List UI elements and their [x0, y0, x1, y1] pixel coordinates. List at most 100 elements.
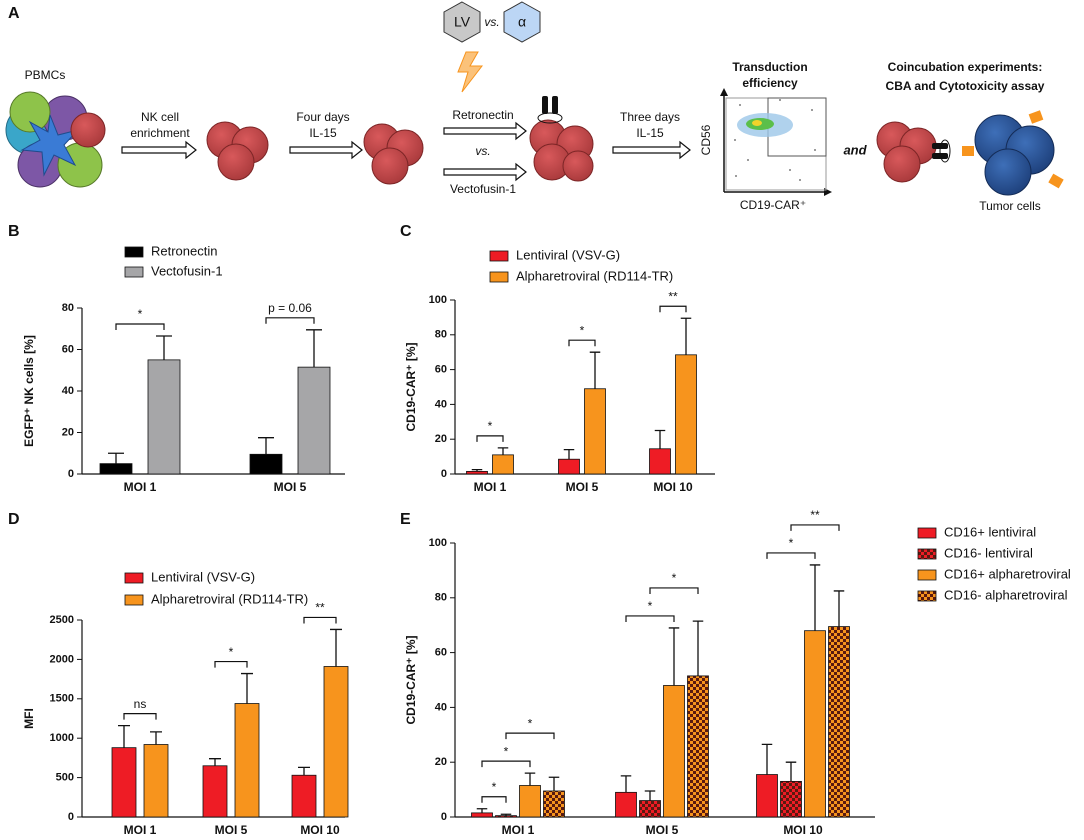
- legend-swatch: [124, 572, 144, 584]
- legend-label: Vectofusin-1: [151, 263, 223, 278]
- legend-label: Retronectin: [151, 243, 217, 258]
- flow-plot: [720, 88, 832, 196]
- significance-label: *: [492, 780, 497, 794]
- flow-dot: [779, 99, 781, 101]
- y-tick-label: 500: [56, 772, 74, 784]
- y-axis-label: CD19-CAR⁺ [%]: [404, 635, 418, 724]
- panel-letter: B: [8, 223, 20, 240]
- legend-swatch: [489, 271, 509, 283]
- significance-bracket: [115, 323, 165, 331]
- bar: [143, 744, 169, 818]
- error-bar: [241, 672, 253, 704]
- legend-swatch: [917, 590, 937, 602]
- vector-hexagons: [443, 1, 541, 93]
- legend-label: Alpharetroviral (RD114-TR): [516, 268, 673, 283]
- y-tick-label: 100: [429, 294, 447, 306]
- error-bar: [150, 731, 162, 745]
- error-bar: [692, 620, 704, 676]
- error-bar: [524, 772, 536, 786]
- panel-letter: E: [400, 511, 411, 528]
- y-tick-label: 0: [441, 811, 447, 823]
- bar: [99, 463, 133, 475]
- significance-label: **: [810, 508, 820, 522]
- significance-bracket: [481, 760, 531, 768]
- pbmc-label: PBMCs: [25, 68, 66, 82]
- error-bar: [330, 628, 342, 667]
- significance-bracket: [625, 615, 675, 622]
- bar: [495, 815, 517, 818]
- error-bar: [680, 317, 692, 355]
- error-bar: [761, 743, 773, 775]
- flow-dot: [814, 149, 816, 151]
- y-tick-label: 20: [62, 426, 74, 438]
- x-tick-label: MOI 5: [274, 480, 307, 494]
- significance-bracket: [303, 616, 337, 624]
- error-bar: [668, 627, 680, 686]
- y-tick-label: 60: [435, 364, 447, 376]
- significance-label: p = 0.06: [268, 301, 312, 315]
- coincubation-title: CBA and Cytotoxicity assay: [886, 79, 1045, 93]
- error-bar: [471, 469, 483, 472]
- flow-axis-label: CD56: [699, 124, 713, 155]
- significance-bracket: [476, 435, 504, 442]
- error-bar: [654, 429, 666, 449]
- error-bar: [644, 790, 656, 801]
- step-label: Vectofusin-1: [450, 182, 516, 196]
- error-bar: [298, 766, 310, 776]
- x-tick-label: MOI 10: [783, 823, 823, 837]
- legend-swatch: [124, 594, 144, 606]
- bar: [297, 366, 331, 475]
- error-bar: [785, 761, 797, 782]
- vs-label: vs.: [475, 144, 490, 158]
- y-axis-label: CD19-CAR⁺ [%]: [404, 342, 418, 431]
- significance-bracket: [790, 524, 840, 531]
- y-tick-label: 40: [62, 385, 74, 397]
- y-tick-label: 40: [435, 701, 447, 713]
- legend-label: Lentiviral (VSV-G): [151, 569, 255, 584]
- panel-letter: D: [8, 511, 20, 528]
- y-tick-label: 1000: [50, 732, 74, 744]
- bar: [249, 453, 283, 475]
- step-label: IL-15: [309, 126, 337, 140]
- step-label: Retronectin: [452, 108, 513, 122]
- arrow: [121, 140, 197, 160]
- bar: [471, 812, 493, 818]
- y-axis-label: MFI: [22, 708, 36, 729]
- significance-label: *: [504, 744, 509, 758]
- error-bar: [108, 452, 124, 464]
- legend-label: CD16+ lentiviral: [944, 524, 1036, 539]
- bar: [584, 388, 606, 475]
- flow-dot: [811, 109, 813, 111]
- bar: [543, 790, 565, 818]
- y-tick-label: 20: [435, 433, 447, 445]
- and-label: and: [843, 142, 867, 157]
- tumor-cells: [962, 110, 1064, 196]
- x-tick-label: MOI 1: [502, 823, 535, 837]
- flow-dot: [739, 104, 741, 106]
- significance-bracket: [123, 712, 157, 720]
- flow-dot: [799, 179, 801, 181]
- bar: [147, 359, 181, 475]
- nk-cells: [206, 96, 951, 185]
- y-tick-label: 80: [62, 302, 74, 314]
- step-label: NK cell: [141, 110, 179, 124]
- bar: [756, 774, 778, 818]
- error-bar: [620, 775, 632, 793]
- error-bar: [209, 758, 221, 766]
- significance-bracket: [505, 732, 555, 740]
- bar: [649, 448, 671, 475]
- x-tick-label: MOI 5: [215, 823, 248, 837]
- significance-bracket: [265, 317, 315, 324]
- y-tick-label: 0: [68, 811, 74, 823]
- significance-label: *: [528, 716, 533, 730]
- legend-label: Lentiviral (VSV-G): [516, 247, 620, 262]
- y-tick-label: 60: [435, 647, 447, 659]
- bar: [675, 354, 697, 475]
- x-tick-label: MOI 1: [124, 823, 157, 837]
- significance-label: *: [488, 419, 493, 433]
- bar: [687, 675, 709, 818]
- error-bar: [563, 448, 575, 460]
- bar: [804, 630, 826, 818]
- bar: [780, 780, 802, 818]
- y-tick-label: 100: [429, 537, 447, 549]
